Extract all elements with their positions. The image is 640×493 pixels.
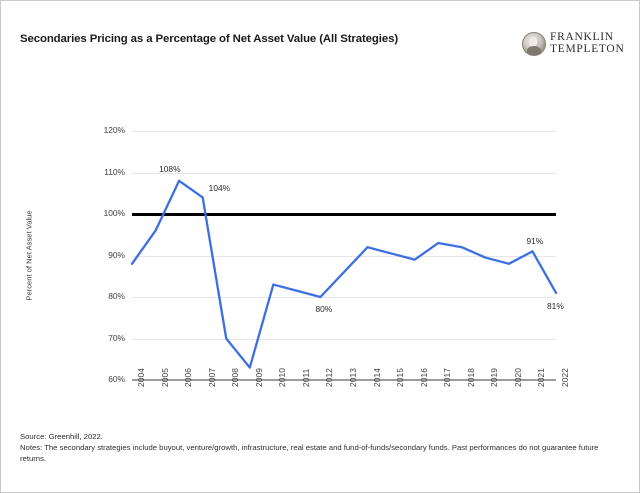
- page-title: Secondaries Pricing as a Percentage of N…: [20, 33, 399, 45]
- footnote-notes: Notes: The secondary strategies include …: [20, 443, 599, 464]
- gridline-120: [132, 131, 556, 132]
- y-tick-80: 80%: [108, 291, 125, 301]
- series-line-chart: [130, 179, 558, 369]
- gridline-110: [132, 172, 556, 174]
- point-label-2006: 108%: [159, 163, 181, 174]
- x-tick-2010: 2010: [277, 367, 288, 387]
- y-tick-70: 70%: [108, 332, 125, 343]
- logo-line-franklin: FRANKLIN: [550, 31, 614, 44]
- x-tick-2011: 2011: [300, 368, 311, 387]
- y-tick-60: 60%: [108, 374, 125, 384]
- x-tick-2007: 2007: [206, 367, 217, 387]
- x-tick-2009: 2009: [253, 367, 264, 387]
- point-label-2022: 81%: [547, 300, 564, 311]
- y-tick-100: 100%: [103, 208, 125, 218]
- x-tick-2022: 2022: [560, 367, 570, 387]
- y-tick-120: 120%: [103, 125, 125, 135]
- point-label-2007: 104%: [208, 183, 231, 194]
- x-tick-2012: 2012: [324, 367, 335, 387]
- point-label-2021: 91%: [526, 236, 544, 247]
- footnote: Source: Greenhill, 2022. Notes: The seco…: [20, 431, 620, 464]
- x-tick-2004: 2004: [136, 367, 146, 387]
- footnote-source: Source: Greenhill, 2022.: [20, 432, 103, 441]
- gridline-90: [132, 255, 556, 257]
- slide-header: Secondaries Pricing as a Percentage of N…: [1, 1, 639, 81]
- chart-plot-area: Percent of Net Asset Value 60% 70% 80% 90% 1…: [1, 87, 639, 417]
- gridline-70: [132, 338, 556, 340]
- logo-line-templeton: TEMPLETON: [550, 43, 625, 55]
- x-axis-line: [132, 379, 556, 381]
- x-tick-2019: 2019: [489, 367, 500, 387]
- x-tick-2015: 2015: [395, 367, 406, 387]
- x-tick-2020: 2020: [512, 367, 523, 387]
- x-tick-2013: 2013: [348, 367, 358, 387]
- point-label-2012: 80%: [315, 304, 333, 314]
- series-polyline: [130, 179, 558, 369]
- x-tick-2021: 2021: [536, 367, 547, 387]
- x-tick-2014: 2014: [371, 367, 382, 387]
- y-tick-110: 110%: [104, 166, 125, 177]
- x-tick-2016: 2016: [418, 367, 429, 387]
- logo-wordmark: FRANKLIN TEMPLETON: [550, 32, 624, 55]
- franklin-portrait-icon: [522, 32, 546, 56]
- reference-line-100: [132, 213, 556, 216]
- x-tick-2018: 2018: [465, 367, 476, 387]
- y-tick-90: 90%: [108, 249, 125, 260]
- gridline-80: [132, 297, 556, 298]
- x-tick-2017: 2017: [442, 367, 453, 387]
- x-tick-2006: 2006: [183, 367, 194, 387]
- x-tick-2008: 2008: [230, 367, 241, 387]
- x-tick-2005: 2005: [159, 367, 170, 387]
- franklin-templeton-logo: FRANKLIN TEMPLETON: [522, 29, 626, 59]
